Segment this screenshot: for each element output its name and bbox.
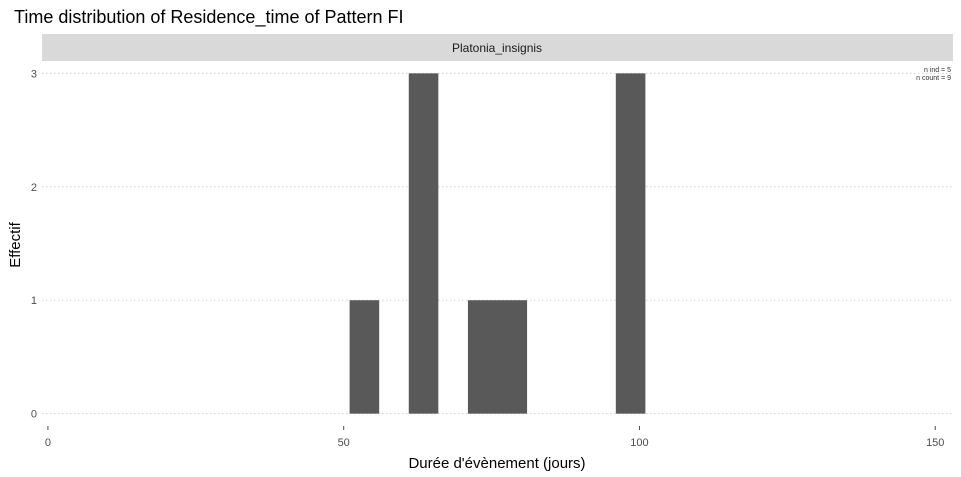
y-tick-label: 0 — [31, 409, 37, 421]
y-axis-title: Effectif — [7, 221, 24, 267]
annotation-n-count: n count = 9 — [916, 75, 951, 82]
histogram-bar — [349, 300, 380, 414]
y-axis-ticks: 0 1 2 3 — [31, 68, 37, 420]
x-tick-label: 50 — [338, 437, 350, 449]
histogram-bar — [467, 300, 498, 414]
x-axis-title: Durée d'évènement (jours) — [408, 455, 585, 472]
chart-title: Time distribution of Residence_time of P… — [14, 7, 404, 28]
y-tick-label: 3 — [31, 68, 37, 80]
facet-label: Platonia_insignis — [452, 41, 542, 55]
x-tick-label: 150 — [926, 437, 944, 449]
histogram-bar — [497, 300, 528, 414]
x-tick-label: 0 — [45, 437, 51, 449]
y-tick-label: 1 — [31, 295, 37, 307]
y-tick-label: 2 — [31, 182, 37, 194]
histogram-bar — [615, 73, 646, 414]
histogram-bar — [408, 73, 439, 414]
x-tick-label: 100 — [630, 437, 648, 449]
bars — [349, 73, 646, 414]
facet-strip — [42, 34, 953, 61]
x-axis-ticks: 0 50 100 150 — [45, 426, 944, 449]
annotation-n-ind: n ind = 5 — [924, 67, 951, 74]
